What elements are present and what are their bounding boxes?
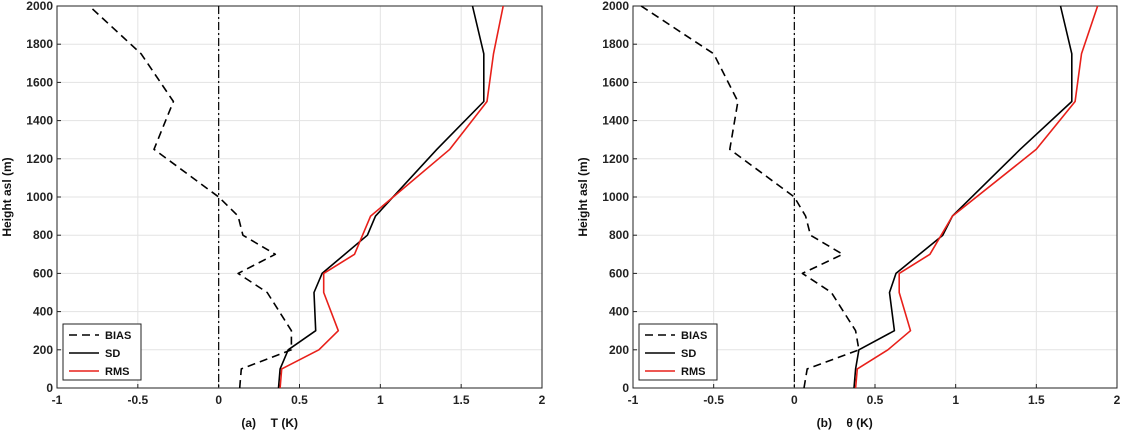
series-line-rms <box>854 5 1099 389</box>
y-tick-label: 1400 <box>602 114 629 128</box>
y-tick-label: 1800 <box>26 37 53 51</box>
legend-label-sd: SD <box>105 348 120 360</box>
y-tick-label: 200 <box>609 343 629 357</box>
x-tick-label: -1 <box>52 393 63 407</box>
y-tick-label: 1000 <box>602 190 629 204</box>
panel-a: -1 -0.5 0 0.5 1 1.5 2 0 200 400 600 800 1000 1200 1400… <box>0 0 546 430</box>
legend-label-bias: BIAS <box>105 330 131 342</box>
y-tick-label: 800 <box>609 228 629 242</box>
y-tick-label: 2000 <box>26 0 53 13</box>
y-axis-label: Height asl (m) <box>0 157 14 236</box>
x-tick-label: 1 <box>377 393 384 407</box>
y-tick-label: 200 <box>33 343 53 357</box>
panel-label: (a) <box>241 416 256 430</box>
y-tick-label: 600 <box>33 266 53 280</box>
series-line-sd <box>853 5 1073 389</box>
y-tick-label: 600 <box>609 266 629 280</box>
x-tick-label: 1 <box>952 393 959 407</box>
x-tick-label: 1.5 <box>453 393 470 407</box>
x-tick-label: -0.5 <box>703 393 724 407</box>
series-line-rms <box>279 5 504 389</box>
panel-label: (b) <box>817 416 832 430</box>
y-tick-label: 1400 <box>26 114 53 128</box>
y-tick-label: 400 <box>33 305 53 319</box>
series-line-sd <box>277 5 485 389</box>
x-tick-label: -1 <box>628 393 639 407</box>
y-tick-label: 1600 <box>26 75 53 89</box>
y-tick-label: 1800 <box>602 37 629 51</box>
legend-label-rms: RMS <box>681 366 705 378</box>
y-tick-label: 1600 <box>602 75 629 89</box>
legend-label-rms: RMS <box>105 366 129 378</box>
y-tick-label: 0 <box>46 381 53 395</box>
axes-frame <box>632 5 1118 389</box>
y-tick-label: 800 <box>33 228 53 242</box>
legend-label-bias: BIAS <box>681 330 707 342</box>
x-tick-label: 0 <box>215 393 222 407</box>
x-tick-label: 0.5 <box>291 393 308 407</box>
y-tick-label: 1000 <box>26 190 53 204</box>
x-tick-label: 0 <box>791 393 798 407</box>
y-tick-label: 1200 <box>602 152 629 166</box>
x-tick-label: 1.5 <box>1028 393 1045 407</box>
x-axis-label: T (K) <box>271 416 298 430</box>
x-tick-label: -0.5 <box>127 393 148 407</box>
y-axis-label: Height asl (m) <box>576 157 590 236</box>
axes-frame <box>56 5 543 389</box>
y-tick-label: 1200 <box>26 152 53 166</box>
y-tick-label: 0 <box>622 381 629 395</box>
series-line-bias <box>640 5 860 389</box>
x-tick-label: 2 <box>1114 393 1121 407</box>
x-tick-label: 0.5 <box>867 393 884 407</box>
panel-b: -1 -0.5 0 0.5 1 1.5 2 0 200 400 600 800 1000 1200 1400… <box>576 0 1121 430</box>
x-axis-label: θ (K) <box>846 416 872 430</box>
x-tick-label: 2 <box>539 393 546 407</box>
series-line-bias <box>88 5 293 389</box>
y-tick-label: 2000 <box>602 0 629 13</box>
y-tick-label: 400 <box>609 305 629 319</box>
legend-label-sd: SD <box>681 348 696 360</box>
